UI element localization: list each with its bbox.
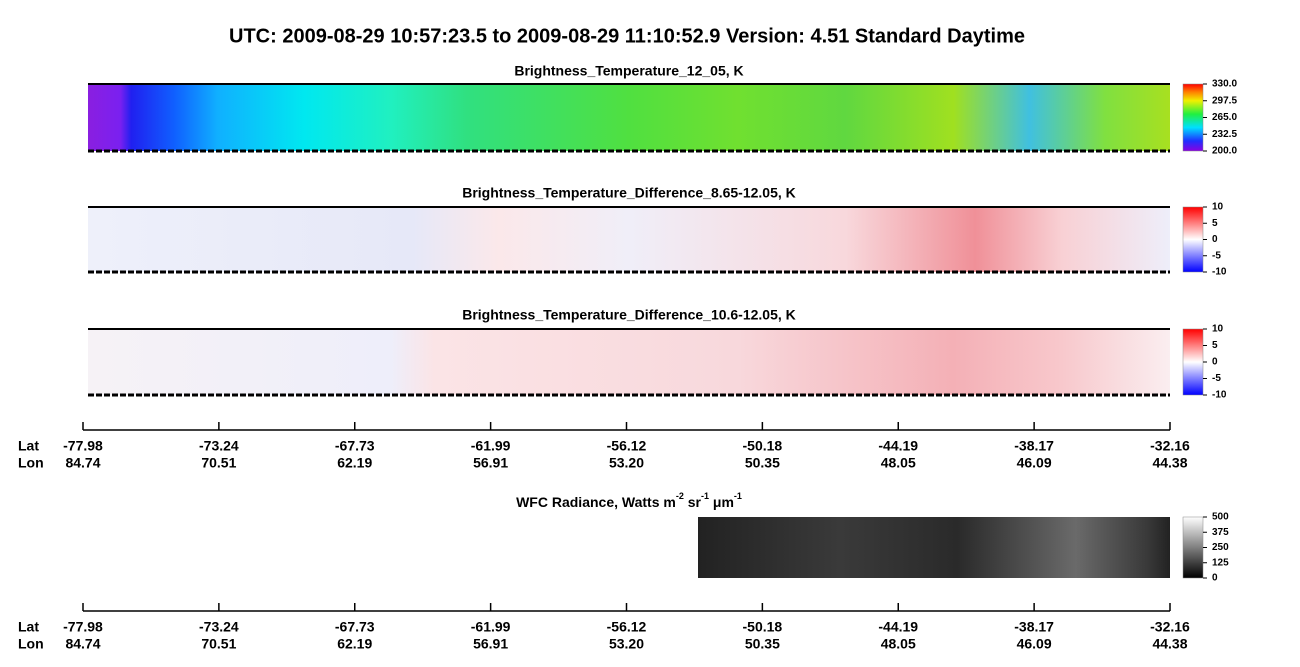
lon-tick-label: 62.19: [337, 455, 372, 471]
title-part: WFC Radiance, Watts m: [516, 494, 676, 510]
colorbar-tick-label: 5: [1212, 218, 1218, 229]
lon-tick-label: 70.51: [201, 455, 236, 471]
colorbar-tick-label: 265.0: [1212, 112, 1237, 123]
title-part: sr: [684, 494, 702, 510]
lat-tick-label: -44.19: [878, 619, 918, 635]
colorbar-tick-label: 500: [1212, 512, 1229, 523]
lon-tick-label: 84.74: [65, 636, 100, 652]
colorbar: [1182, 206, 1204, 273]
lon-tick-label: 46.09: [1017, 455, 1052, 471]
lat-tick-label: -50.18: [743, 619, 783, 635]
lat-tick-label: -67.73: [335, 438, 375, 454]
lon-tick-label: 50.35: [745, 636, 780, 652]
lon-label: Lon: [18, 455, 44, 471]
lat-tick-label: -77.98: [63, 438, 103, 454]
lon-tick-label: 53.20: [609, 455, 644, 471]
lat-tick-label: -61.99: [471, 619, 511, 635]
lat-label: Lat: [18, 619, 39, 635]
colorbar-tick-label: 0: [1212, 357, 1218, 368]
lat-tick-label: -73.24: [199, 438, 239, 454]
lat-tick-label: -73.24: [199, 619, 239, 635]
colorbar: [1182, 328, 1204, 396]
panel-title: Brightness_Temperature_Difference_8.65-1…: [462, 185, 796, 201]
colorbar: [1182, 516, 1204, 579]
colorbar-tick-label: 232.5: [1212, 129, 1237, 140]
colorbar-tick-label: 5: [1212, 340, 1218, 351]
lon-tick-label: 53.20: [609, 636, 644, 652]
lat-tick-label: -61.99: [471, 438, 511, 454]
lon-label: Lon: [18, 636, 44, 652]
lat-label: Lat: [18, 438, 39, 454]
lon-tick-label: 84.74: [65, 455, 100, 471]
image-panel: [88, 84, 1170, 151]
colorbar-tick-label: 10: [1212, 324, 1224, 335]
lon-tick-label: 44.38: [1152, 636, 1187, 652]
lat-tick-label: -67.73: [335, 619, 375, 635]
lon-tick-label: 44.38: [1152, 455, 1187, 471]
colorbar-tick-label: 0: [1212, 573, 1218, 584]
lon-tick-label: 56.91: [473, 636, 508, 652]
colorbar-tick-label: 297.5: [1212, 95, 1237, 106]
colorbar-tick-label: 250: [1212, 542, 1229, 553]
lon-tick-label: 46.09: [1017, 636, 1052, 652]
lat-tick-label: -38.17: [1014, 619, 1054, 635]
colorbar-tick-label: 125: [1212, 557, 1229, 568]
colorbar-tick-label: 330.0: [1212, 79, 1237, 90]
panel-title: Brightness_Temperature_12_05, K: [514, 63, 743, 79]
superscript: -1: [701, 491, 709, 501]
superscript: -1: [734, 491, 742, 501]
colorbar: [1182, 83, 1204, 152]
colorbar-tick-label: -10: [1212, 267, 1227, 278]
superscript: -2: [676, 491, 684, 501]
lon-tick-label: 62.19: [337, 636, 372, 652]
lat-tick-label: -38.17: [1014, 438, 1054, 454]
colorbar-tick-label: 0: [1212, 234, 1218, 245]
lon-tick-label: 48.05: [881, 455, 916, 471]
colorbar-tick-label: 10: [1212, 202, 1224, 213]
colorbar-tick-label: -5: [1212, 373, 1221, 384]
lon-tick-label: 48.05: [881, 636, 916, 652]
colorbar-tick-label: 200.0: [1212, 146, 1237, 157]
image-panel: [698, 517, 1170, 578]
lon-tick-label: 70.51: [201, 636, 236, 652]
title-part: μm: [709, 494, 734, 510]
lat-tick-label: -77.98: [63, 619, 103, 635]
lat-tick-label: -44.19: [878, 438, 918, 454]
image-panel: [88, 329, 1170, 395]
colorbar-tick-label: -10: [1212, 390, 1227, 401]
lat-tick-label: -56.12: [607, 619, 647, 635]
lon-tick-label: 50.35: [745, 455, 780, 471]
lat-tick-label: -50.18: [743, 438, 783, 454]
lat-tick-label: -56.12: [607, 438, 647, 454]
panel-title: WFC Radiance, Watts m-2 sr-1 μm-1: [516, 491, 742, 509]
image-panel: [88, 207, 1170, 272]
lon-tick-label: 56.91: [473, 455, 508, 471]
panel-title: Brightness_Temperature_Difference_10.6-1…: [462, 307, 796, 323]
lat-tick-label: -32.16: [1150, 619, 1190, 635]
lat-tick-label: -32.16: [1150, 438, 1190, 454]
title: UTC: 2009-08-29 10:57:23.5 to 2009-08-29…: [229, 25, 1025, 47]
colorbar-tick-label: -5: [1212, 250, 1221, 261]
colorbar-tick-label: 375: [1212, 527, 1229, 538]
